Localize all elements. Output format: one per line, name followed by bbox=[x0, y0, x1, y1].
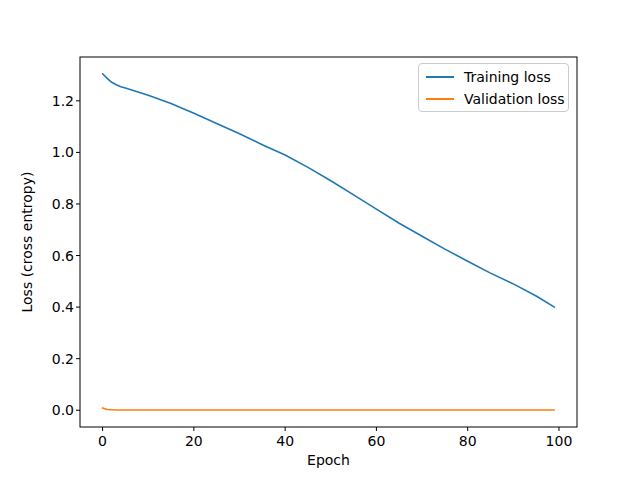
xtick-label: 0 bbox=[83, 433, 123, 450]
ytick-label: 0.4 bbox=[40, 298, 74, 316]
ytick-label: 0.8 bbox=[40, 195, 74, 213]
line-chart-figure: 0.0 0.2 0.4 0.6 0.8 1.0 1.2 0 20 40 60 8… bbox=[0, 0, 640, 480]
legend-entry-training-loss: Training loss bbox=[426, 66, 560, 87]
legend-label: Validation loss bbox=[464, 91, 565, 107]
legend: Training loss Validation loss bbox=[418, 63, 569, 112]
xtick-label: 20 bbox=[174, 433, 214, 450]
ytick-label: 0.0 bbox=[40, 401, 74, 419]
validation-loss-line-swatch bbox=[426, 98, 454, 100]
ytick-label: 1.2 bbox=[40, 92, 74, 110]
y-axis-label: Loss (cross entropy) bbox=[18, 162, 36, 322]
ytick-label: 1.0 bbox=[40, 143, 74, 161]
training-loss-line-swatch bbox=[426, 76, 454, 78]
validation-loss-line bbox=[103, 408, 555, 410]
xtick-label: 40 bbox=[265, 433, 305, 450]
axes-frame bbox=[80, 57, 577, 427]
xtick-label: 100 bbox=[539, 433, 579, 450]
legend-label: Training loss bbox=[464, 69, 551, 85]
ytick-label: 0.2 bbox=[40, 350, 74, 368]
xtick-label: 80 bbox=[448, 433, 488, 450]
ytick-label: 0.6 bbox=[40, 247, 74, 265]
xtick-label: 60 bbox=[356, 433, 396, 450]
x-axis-label: Epoch bbox=[248, 452, 409, 468]
legend-entry-validation-loss: Validation loss bbox=[426, 88, 560, 109]
